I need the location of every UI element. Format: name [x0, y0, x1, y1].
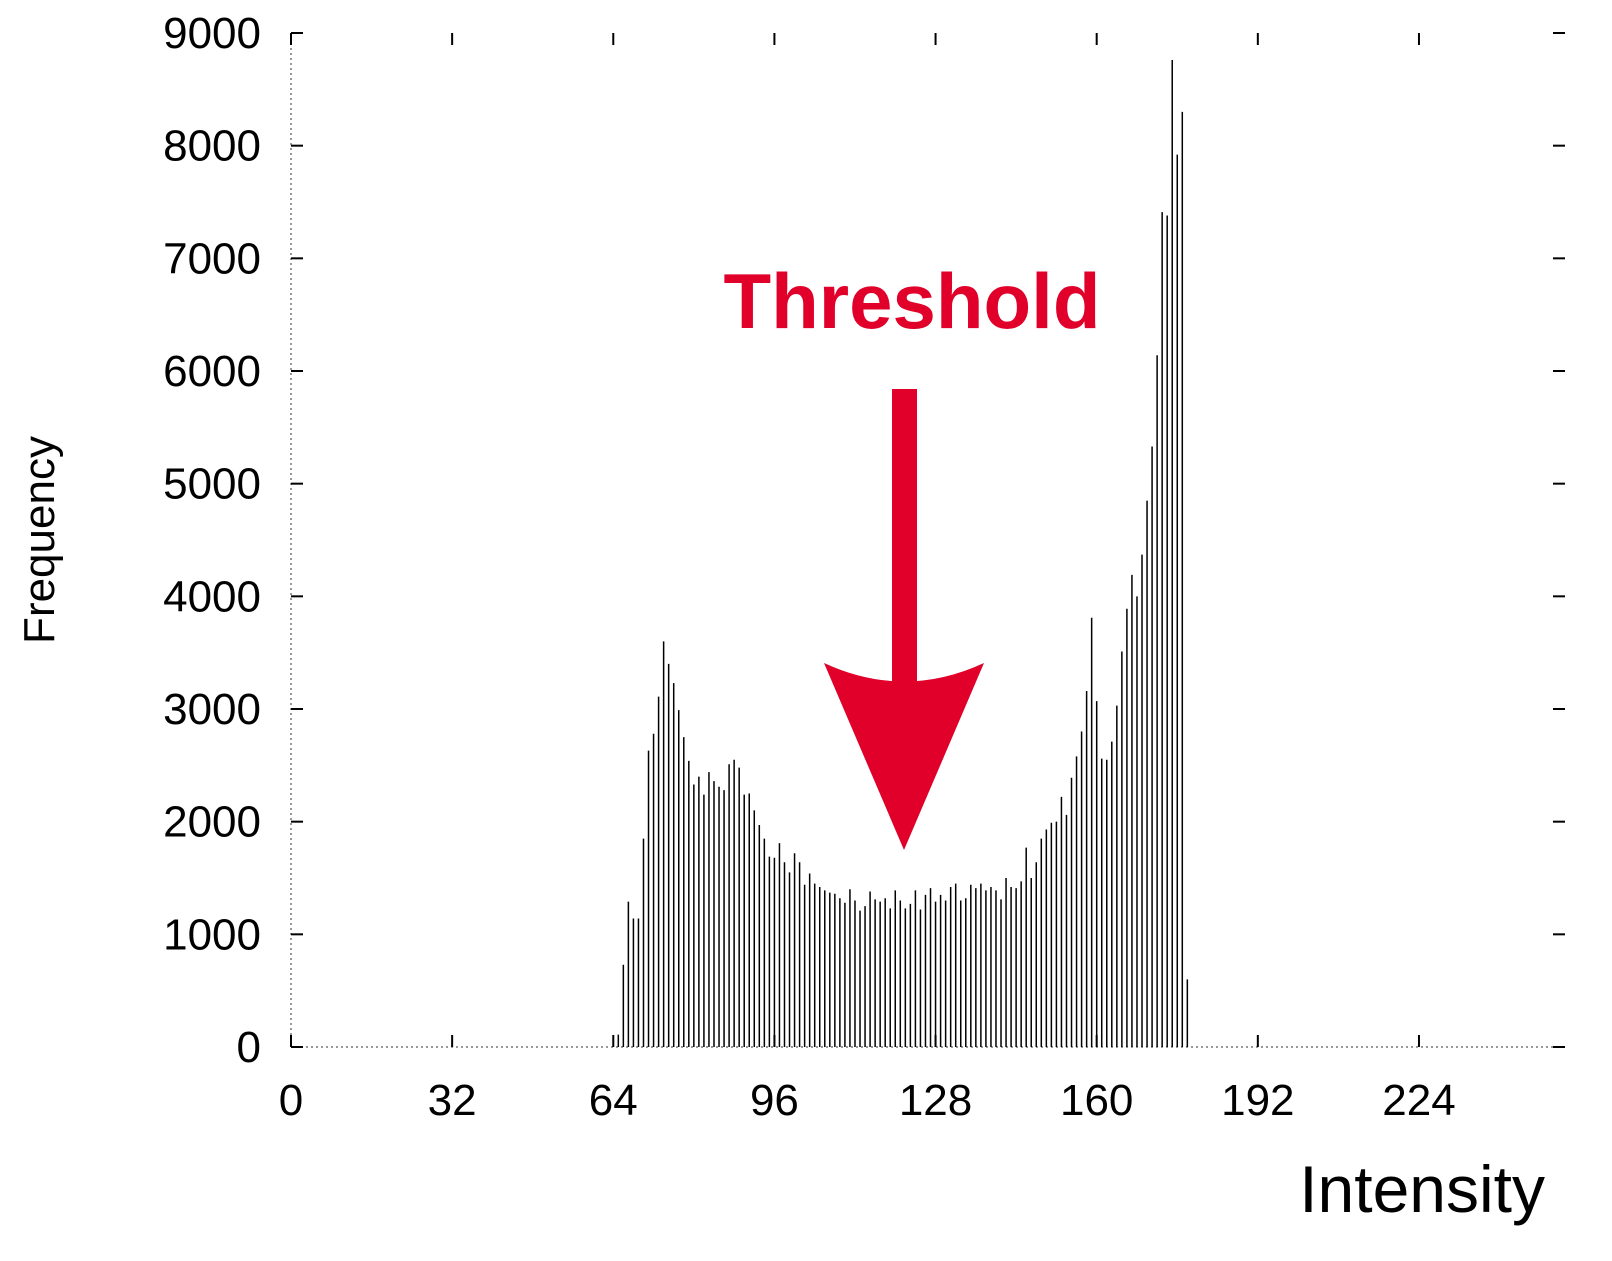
- y-tick-label: 7000: [163, 234, 261, 283]
- y-tick-label: 1000: [163, 910, 261, 959]
- x-tick-label: 64: [589, 1076, 638, 1125]
- y-tick-label: 8000: [163, 122, 261, 171]
- x-axis-label: Intensity: [1299, 1152, 1545, 1226]
- x-tick-label: 192: [1221, 1076, 1294, 1125]
- y-axis-label: Frequency: [15, 436, 64, 644]
- y-tick-label: 2000: [163, 798, 261, 847]
- annotation: Threshold: [723, 257, 1100, 345]
- x-tick-label: 128: [899, 1076, 972, 1125]
- y-tick-label: 4000: [163, 572, 261, 621]
- y-tick-label: 9000: [163, 9, 261, 58]
- x-tick-label: 160: [1060, 1076, 1133, 1125]
- y-tick-label: 6000: [163, 347, 261, 396]
- y-tick-label: 0: [237, 1023, 261, 1072]
- arrow-shaft: [892, 389, 917, 689]
- y-tick-label: 3000: [163, 685, 261, 734]
- x-tick-label: 224: [1382, 1076, 1455, 1125]
- arrow-head: [824, 663, 984, 850]
- x-tick-label: 32: [428, 1076, 477, 1125]
- x-tick-label: 0: [279, 1076, 303, 1125]
- y-tick-label: 5000: [163, 460, 261, 509]
- x-tick-label: 96: [750, 1076, 799, 1125]
